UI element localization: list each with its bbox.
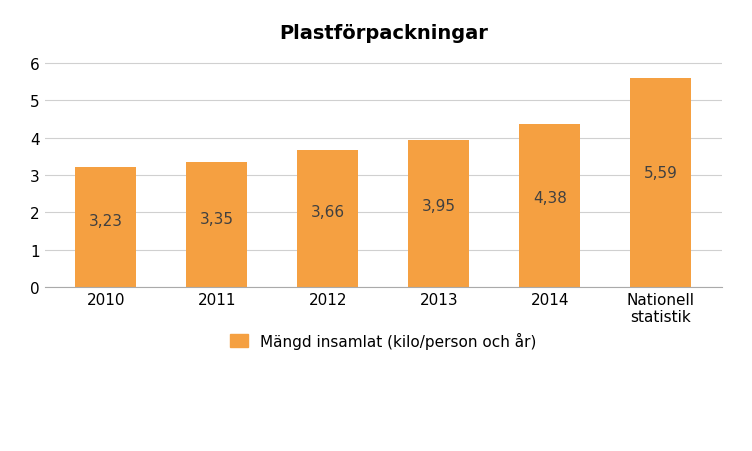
Text: 3,66: 3,66 <box>311 205 345 220</box>
Bar <box>186 163 247 287</box>
Bar <box>75 167 136 287</box>
Bar <box>519 124 581 287</box>
Text: 3,23: 3,23 <box>89 214 123 229</box>
Text: 3,35: 3,35 <box>200 212 234 226</box>
Text: 5,59: 5,59 <box>644 166 678 180</box>
Bar <box>297 151 359 287</box>
Bar <box>408 140 469 287</box>
Title: Plastförpackningar: Plastförpackningar <box>279 24 488 43</box>
Text: 4,38: 4,38 <box>532 190 567 205</box>
Bar <box>630 79 691 287</box>
Legend: Mängd insamlat (kilo/person och år): Mängd insamlat (kilo/person och år) <box>224 326 543 355</box>
Text: 3,95: 3,95 <box>422 199 456 214</box>
